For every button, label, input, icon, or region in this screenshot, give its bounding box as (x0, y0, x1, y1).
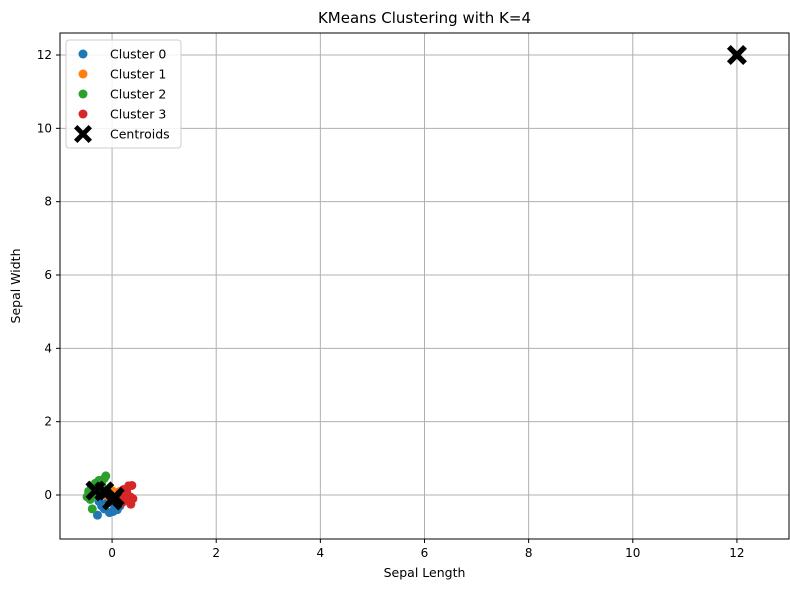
x-tick-label: 6 (421, 546, 429, 560)
legend-label: Cluster 2 (110, 87, 166, 102)
legend-label: Cluster 0 (110, 47, 166, 62)
legend-marker (78, 89, 88, 99)
centroid-marker (726, 45, 747, 65)
legend-marker (78, 49, 88, 59)
data-points (82, 45, 747, 520)
y-tick-label: 4 (44, 341, 52, 355)
legend-label: Cluster 1 (110, 67, 166, 82)
x-tick-label: 12 (729, 546, 744, 560)
legend-centroid-marker (74, 125, 92, 143)
y-tick-label: 10 (37, 121, 52, 135)
centroid-marker (104, 486, 125, 507)
legend-marker (78, 69, 88, 79)
x-axis-label: Sepal Length (384, 565, 466, 580)
y-tick-label: 8 (44, 195, 52, 209)
y-axis-label: Sepal Width (8, 249, 23, 324)
legend-marker (78, 109, 88, 119)
data-point (128, 494, 138, 504)
x-tick-label: 0 (108, 546, 116, 560)
legend-label: Centroids (110, 127, 170, 142)
data-point (87, 504, 97, 514)
x-tick-label: 8 (525, 546, 533, 560)
x-tick-label: 2 (212, 546, 220, 560)
legend-box (65, 39, 182, 149)
y-tick-label: 12 (37, 48, 52, 62)
legend: Cluster 0 Cluster 1 Cluster 2 Cluster 3 Cent… (65, 39, 182, 149)
y-tick-label: 2 (44, 415, 52, 429)
data-point (120, 490, 130, 500)
x-tick-label: 4 (317, 546, 325, 560)
grid-lines (60, 33, 789, 539)
y-tick-label: 0 (44, 488, 52, 502)
chart-title: KMeans Clustering with K=4 (318, 9, 531, 27)
x-tick-label: 10 (625, 546, 640, 560)
data-point (92, 510, 102, 520)
axis-ticks: 0 2 4 6 8 10 12 0 2 4 6 8 10 12 (37, 48, 745, 560)
legend-label: Cluster 3 (110, 107, 166, 122)
y-tick-label: 6 (44, 268, 52, 282)
